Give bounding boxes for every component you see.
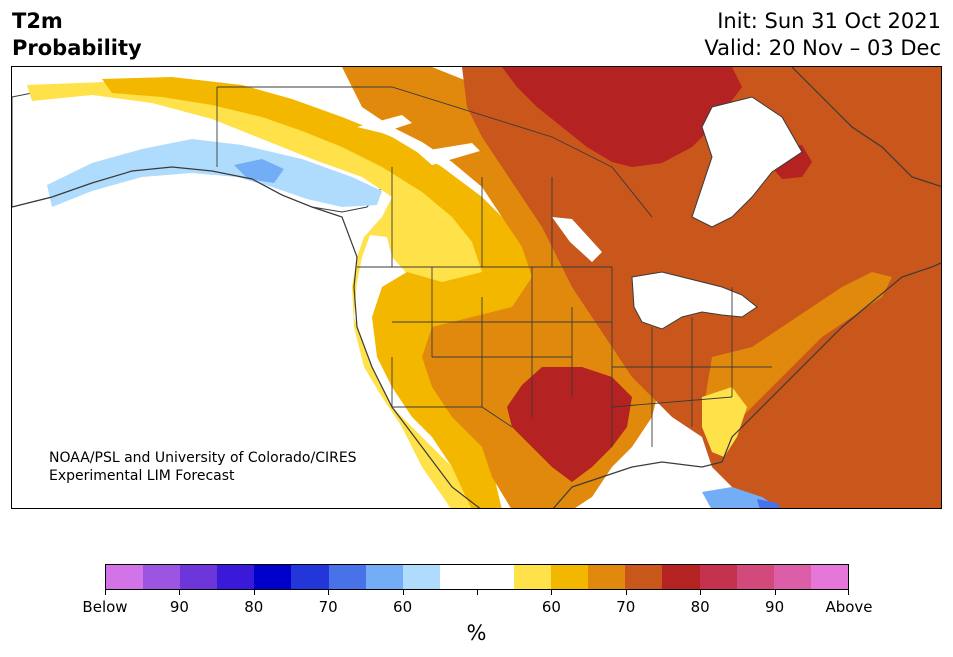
colorbar-segment xyxy=(588,565,626,589)
colorbar-segment xyxy=(736,565,774,589)
colorbar-tick xyxy=(328,590,330,595)
colorbar-segment xyxy=(365,565,403,589)
colorbar-tick-label: 90 xyxy=(169,598,189,616)
colorbar-unit: % xyxy=(466,621,487,645)
colorbar-tick-labels: Below 90 80 70 60 60 70 80 90 Above xyxy=(82,598,872,618)
credit-line-2: Experimental LIM Forecast xyxy=(49,468,235,484)
colorbar-tick xyxy=(774,590,776,595)
map-canvas xyxy=(12,67,941,508)
colorbar-segment xyxy=(810,565,848,589)
forecast-dates: Init: Sun 31 Oct 2021 Valid: 20 Nov – 03… xyxy=(704,8,941,62)
colorbar-segment xyxy=(439,565,477,589)
colorbar-segment xyxy=(402,565,440,589)
colorbar-segment xyxy=(291,565,329,589)
hudson-bay xyxy=(691,96,803,228)
colorbar-segment xyxy=(551,565,589,589)
colorbar-segment xyxy=(254,565,292,589)
probability-map xyxy=(11,66,942,509)
alaska-cold-zone xyxy=(47,139,382,207)
colorbar-tick-label: 60 xyxy=(393,598,413,616)
southeast-orange xyxy=(702,272,892,427)
colorbar-tick-label: 90 xyxy=(765,598,785,616)
init-date: Init: Sun 31 Oct 2021 xyxy=(717,9,941,33)
forecast-credit: NOAA/PSL and University of Colorado/CIRE… xyxy=(49,449,357,485)
colorbar-tick xyxy=(105,590,106,595)
colorbar-segment xyxy=(217,565,255,589)
colorbar-segment xyxy=(143,565,181,589)
colorbar-tick xyxy=(551,590,553,595)
probability-colorbar xyxy=(105,564,849,590)
valid-range: Valid: 20 Nov – 03 Dec xyxy=(704,36,941,60)
coastlines xyxy=(12,67,941,508)
canada-lakes xyxy=(357,115,602,262)
colorbar-tick-label: Below xyxy=(82,598,128,616)
colorbar-segment xyxy=(699,565,737,589)
colorbar-tick-label: 80 xyxy=(690,598,710,616)
red-core-south xyxy=(507,367,632,482)
colorbar-tick xyxy=(253,590,255,595)
alaska-deep-cold xyxy=(234,159,284,183)
political-borders xyxy=(216,86,772,447)
colorbar-tick-label: 70 xyxy=(616,598,636,616)
colorbar-segment xyxy=(106,565,144,589)
red-core-north xyxy=(502,67,742,167)
colorbar-segment xyxy=(662,565,700,589)
southeast-yellow xyxy=(702,387,747,457)
colorbar-segment xyxy=(514,565,552,589)
colorbar-tick xyxy=(179,590,181,595)
colorbar-segment xyxy=(328,565,366,589)
colorbar-tick xyxy=(625,590,627,595)
colorbar-tick xyxy=(477,590,478,595)
colorbar-tick xyxy=(402,590,404,595)
colorbar-tick-label: 70 xyxy=(318,598,338,616)
colorbar-tick-label: 60 xyxy=(541,598,561,616)
colorbar-segment xyxy=(773,565,811,589)
colorbar-tick-label: Above xyxy=(825,598,873,616)
caribbean-blue xyxy=(757,499,781,508)
credit-line-1: NOAA/PSL and University of Colorado/CIRE… xyxy=(49,450,357,466)
colorbar-tick xyxy=(848,590,849,595)
colorbar-segment xyxy=(180,565,218,589)
title-metric: Probability xyxy=(12,36,142,60)
map-title: T2m Probability xyxy=(12,8,142,62)
colorbar-segment xyxy=(625,565,663,589)
warm-band-yellow xyxy=(27,81,512,508)
colorbar-tick-label: 80 xyxy=(244,598,264,616)
title-variable: T2m xyxy=(12,9,63,33)
colorbar-tick xyxy=(700,590,702,595)
colorbar-ticks xyxy=(105,590,849,596)
great-lakes xyxy=(631,271,758,330)
colorbar-segment xyxy=(476,565,515,589)
